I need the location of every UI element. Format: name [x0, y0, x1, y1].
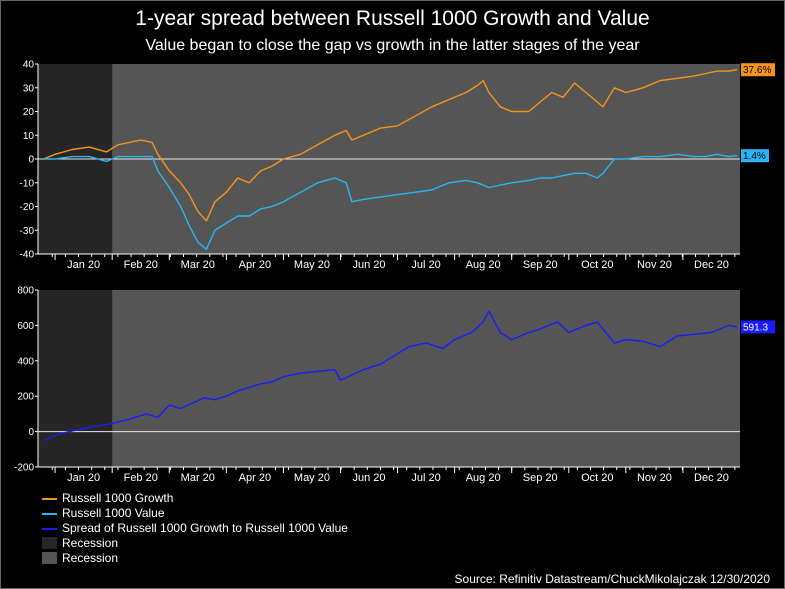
x-tick-label-jan-20: Jan 20	[67, 472, 100, 484]
recession-band-dark	[38, 290, 113, 467]
x-tick-label-sep-20: Sep 20	[523, 472, 558, 484]
end-label-box-russell-1000-growth	[741, 63, 775, 77]
x-tick-label-apr-20: Apr 20	[239, 259, 271, 271]
x-tick-label-may-20: May 20	[294, 472, 330, 484]
y-tick-label: 30	[23, 83, 35, 94]
x-tick-label-jul-20: Jul 20	[411, 472, 440, 484]
x-tick-label-jun-20: Jun 20	[353, 472, 386, 484]
top-panel-growth-value: 40 30 20 10 0 -10 -20 -30 -40 Jan 20 Feb 20 Mar 20 A…	[20, 60, 775, 271]
end-label-spread-of-russell-1000-growth-to-russell-1000-value: 591.3	[743, 322, 768, 333]
legend-swatch-growth	[42, 498, 57, 500]
x-tick-label-jun-20: Jun 20	[353, 259, 386, 271]
legend-label-recession-light: Recession	[62, 551, 119, 565]
end-label-box-spread-of-russell-1000-growth-to-russell-1000-value	[741, 320, 775, 334]
legend-label-value: Russell 1000 Value	[62, 506, 165, 520]
x-tick-label-feb-20: Feb 20	[124, 472, 158, 484]
y-tick-label: 10	[23, 131, 35, 142]
x-tick-label-oct-20: Oct 20	[581, 472, 613, 484]
y-tick-label: -10	[20, 178, 35, 189]
source-note: Source: Refinitiv Datastream/ChuckMikola…	[454, 572, 770, 586]
end-label-box-russell-1000-value	[741, 149, 769, 163]
x-tick-label-nov-20: Nov 20	[637, 259, 672, 271]
legend-label-growth: Russell 1000 Growth	[62, 491, 174, 505]
y-tick-label: 200	[17, 392, 34, 403]
legend-label-spread: Spread of Russell 1000 Growth to Russell…	[62, 521, 348, 535]
series-line-russell-1000-value	[43, 153, 738, 251]
y-tick-label: 800	[17, 286, 34, 297]
legend-swatch-value	[42, 513, 57, 515]
y-tick-label: 20	[23, 107, 35, 118]
series-line-spread-of-russell-1000-growth-to-russell-1000-value	[43, 310, 738, 442]
legend-label-recession-dark: Recession	[62, 536, 119, 550]
x-tick-label-jan-20: Jan 20	[67, 259, 100, 271]
x-tick-label-dec-20: Dec 20	[694, 472, 729, 484]
y-tick-label: 0	[28, 427, 34, 438]
x-tick-label-may-20: May 20	[294, 259, 330, 271]
chart-subtitle: Value began to close the gap vs growth i…	[145, 37, 640, 54]
y-tick-label: -40	[20, 250, 35, 261]
x-tick-label-oct-20: Oct 20	[581, 259, 613, 271]
legend-swatch-recession-light	[42, 552, 57, 564]
end-label-russell-1000-value: 1.4%	[743, 151, 766, 162]
x-tick-label-aug-20: Aug 20	[466, 472, 501, 484]
y-tick-label: 600	[17, 321, 34, 332]
recession-band-light	[112, 290, 740, 467]
x-tick-label-mar-20: Mar 20	[181, 259, 215, 271]
legend-swatch-recession-dark	[42, 537, 57, 549]
x-tick-label-nov-20: Nov 20	[637, 472, 672, 484]
y-tick-label: 40	[23, 60, 35, 71]
series-line-russell-1000-growth	[43, 69, 738, 222]
chart-title: 1-year spread between Russell 1000 Growt…	[135, 7, 650, 30]
x-tick-label-jul-20: Jul 20	[411, 259, 440, 271]
x-tick-label-sep-20: Sep 20	[523, 259, 558, 271]
y-tick-label: 400	[17, 356, 34, 367]
y-tick-label: -200	[14, 463, 34, 474]
legend-swatch-spread	[42, 528, 57, 530]
bottom-panel-spread: 800 600 400 200 0 -200 Jan 20 Feb 20 Mar 20 Apr 2…	[14, 286, 775, 484]
x-tick-label-apr-20: Apr 20	[239, 472, 271, 484]
x-tick-label-aug-20: Aug 20	[466, 259, 501, 271]
end-label-russell-1000-growth: 37.6%	[743, 65, 771, 76]
y-tick-label: -30	[20, 226, 35, 237]
x-tick-label-mar-20: Mar 20	[181, 472, 215, 484]
y-tick-label: 0	[28, 155, 34, 166]
y-tick-label: -20	[20, 202, 35, 213]
x-tick-label-feb-20: Feb 20	[124, 259, 158, 271]
x-tick-label-dec-20: Dec 20	[694, 259, 729, 271]
